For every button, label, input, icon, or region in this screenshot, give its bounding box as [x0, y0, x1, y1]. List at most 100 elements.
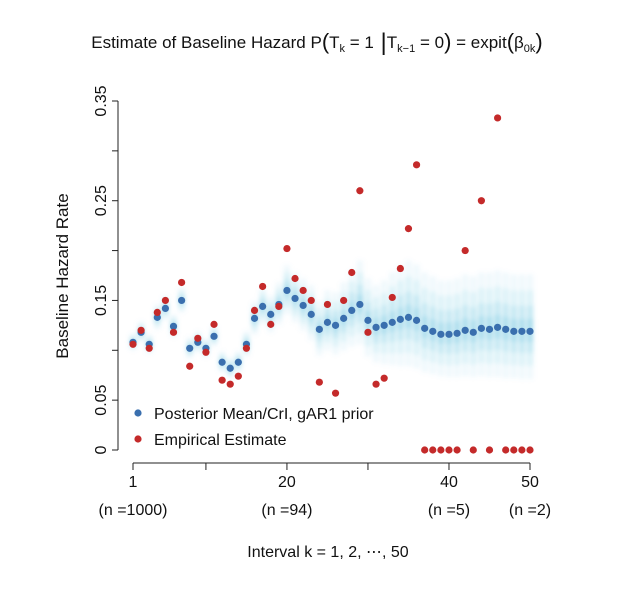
- posterior-mean-point: [380, 321, 388, 329]
- x-tick-label: 1: [129, 474, 138, 491]
- empirical-estimate-point: [169, 328, 178, 336]
- legend-marker-posterior: [134, 409, 142, 417]
- legend: Posterior Mean/CrI, gAR1 prior Empirical…: [134, 406, 374, 449]
- empirical-estimate-point: [477, 197, 485, 205]
- empirical-estimate-point: [178, 278, 186, 287]
- posterior-mean-point: [485, 325, 494, 333]
- x-tick-sublabel: (n =5): [428, 502, 470, 519]
- y-tick-label: 0.05: [93, 384, 110, 415]
- posterior-mean-point: [404, 313, 413, 321]
- empirical-estimate-point: [526, 446, 534, 454]
- posterior-mean-point: [340, 314, 348, 322]
- empirical-estimate-point: [275, 302, 283, 311]
- posterior-mean-point: [218, 358, 226, 366]
- empirical-estimate-point: [518, 446, 526, 454]
- chart-title: Estimate of Baseline Hazard P(Tk = 1 |Tk…: [91, 29, 543, 56]
- y-axis: 0 0.05 0.15 0.25 0.35: [93, 85, 119, 454]
- empirical-estimate-point: [380, 374, 388, 382]
- empirical-estimate-point: [502, 446, 510, 454]
- empirical-estimate-point: [242, 344, 251, 352]
- credible-interval-bands: [129, 260, 534, 380]
- posterior-mean-point: [453, 329, 461, 337]
- posterior-mean-point: [526, 327, 534, 335]
- x-tick-sublabel: (n =1000): [99, 502, 168, 519]
- empirical-estimate-point: [364, 328, 372, 336]
- empirical-estimate-point: [469, 446, 477, 454]
- empirical-estimate-point: [210, 320, 218, 328]
- posterior-mean-point: [291, 294, 299, 303]
- y-tick-label: 0.35: [93, 85, 110, 116]
- posterior-mean-point: [364, 316, 372, 324]
- posterior-mean-point: [210, 332, 218, 340]
- empirical-estimate-point: [145, 344, 153, 352]
- empirical-estimate-point: [250, 306, 259, 314]
- posterior-mean-point: [372, 323, 380, 331]
- empirical-estimate-point: [412, 161, 421, 169]
- posterior-mean-point: [178, 296, 186, 305]
- posterior-mean-point: [356, 300, 364, 309]
- posterior-mean-point: [518, 327, 526, 335]
- empirical-estimate-point: [137, 326, 145, 334]
- empirical-estimate-point: [340, 296, 348, 305]
- posterior-mean-point: [493, 323, 502, 331]
- posterior-mean-points: [129, 286, 534, 372]
- empirical-estimate-point: [186, 362, 194, 370]
- empirical-estimate-point: [356, 187, 364, 195]
- posterior-mean-point: [323, 318, 332, 326]
- posterior-mean-point: [348, 306, 356, 314]
- empirical-estimate-point: [437, 446, 445, 454]
- empirical-estimate-point: [421, 446, 429, 454]
- x-axis-label: Interval k = 1, 2, ⋯, 50: [247, 544, 409, 561]
- posterior-mean-point: [510, 327, 518, 335]
- posterior-mean-point: [477, 324, 485, 332]
- empirical-estimate-point: [323, 300, 332, 309]
- x-tick-label: 20: [278, 474, 296, 491]
- legend-label-posterior: Posterior Mean/CrI, gAR1 prior: [154, 406, 374, 423]
- empirical-estimate-point: [291, 274, 299, 283]
- y-axis-label: Baseline Hazard Rate: [53, 193, 72, 358]
- empirical-estimate-point: [259, 282, 267, 291]
- posterior-mean-point: [315, 325, 323, 333]
- empirical-estimate-points: [129, 114, 534, 454]
- empirical-estimate-point: [404, 225, 413, 233]
- posterior-mean-point: [461, 326, 469, 334]
- empirical-estimate-point: [396, 264, 404, 273]
- posterior-mean-point: [388, 318, 396, 326]
- empirical-estimate-point: [493, 114, 502, 122]
- posterior-mean-point: [421, 324, 429, 332]
- posterior-mean-point: [437, 330, 445, 338]
- posterior-mean-point: [307, 310, 315, 318]
- x-tick-sublabel: (n =2): [509, 502, 551, 519]
- posterior-mean-point: [267, 310, 275, 318]
- posterior-mean-point: [169, 322, 178, 330]
- empirical-estimate-point: [226, 380, 234, 388]
- empirical-estimate-point: [194, 334, 202, 342]
- empirical-estimate-point: [453, 446, 461, 454]
- empirical-estimate-point: [267, 320, 275, 328]
- empirical-estimate-point: [445, 446, 453, 454]
- empirical-estimate-point: [348, 268, 356, 277]
- posterior-mean-point: [250, 314, 259, 322]
- x-tick-label: 50: [521, 474, 539, 491]
- empirical-estimate-point: [372, 380, 380, 388]
- posterior-mean-point: [161, 304, 170, 313]
- posterior-mean-point: [331, 321, 340, 329]
- x-tick-sublabel: (n =94): [261, 502, 312, 519]
- empirical-estimate-point: [161, 296, 170, 305]
- empirical-estimate-point: [218, 376, 226, 384]
- empirical-estimate-point: [234, 372, 242, 380]
- empirical-estimate-point: [153, 308, 161, 316]
- empirical-estimate-point: [331, 389, 340, 397]
- empirical-estimate-point: [510, 446, 518, 454]
- legend-label-empirical: Empirical Estimate: [154, 432, 287, 449]
- empirical-estimate-point: [485, 446, 494, 454]
- x-tick-label: 40: [440, 474, 458, 491]
- x-axis: 1 (n =1000) 20 (n =94) 40 (n =5) 50 (n =2): [99, 462, 551, 519]
- empirical-estimate-point: [315, 378, 323, 386]
- empirical-estimate-point: [429, 446, 437, 454]
- y-tick-label: 0.15: [93, 285, 110, 316]
- posterior-mean-point: [445, 330, 453, 338]
- posterior-mean-point: [412, 316, 421, 324]
- posterior-mean-point: [299, 301, 307, 310]
